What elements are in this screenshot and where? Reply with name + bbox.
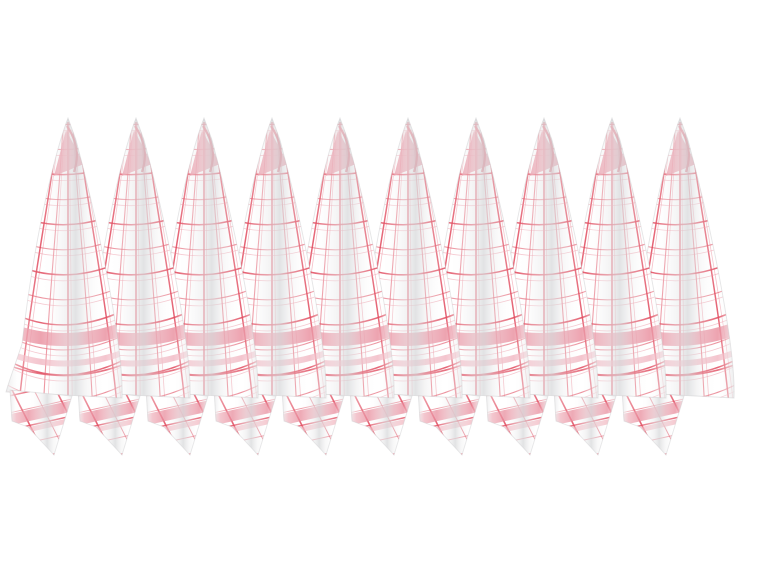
check-pattern — [550, 118, 667, 398]
towel-fold-flap — [78, 390, 140, 455]
check-pattern — [142, 118, 259, 398]
tip-marking — [54, 125, 84, 176]
tip-marking — [530, 125, 560, 176]
check-pattern — [346, 118, 463, 398]
tip-marking — [598, 125, 628, 176]
towel-body — [210, 118, 327, 398]
towel-fold-flap — [282, 390, 344, 455]
towel-body — [278, 118, 395, 398]
check-pattern — [74, 118, 191, 398]
towel-body — [346, 118, 463, 398]
accent-band — [618, 314, 735, 377]
check-pattern — [6, 118, 123, 398]
towel-body — [6, 118, 123, 398]
towel-fold-flap — [146, 390, 208, 455]
accent-band — [550, 314, 667, 377]
towel-fold-flap — [486, 390, 548, 455]
accent-band — [278, 314, 395, 377]
tip-marking — [462, 125, 492, 176]
accent-band — [6, 314, 123, 377]
towel-body — [482, 118, 599, 398]
accent-band — [142, 314, 259, 377]
towel-fold-flap — [622, 390, 684, 455]
tip-marking — [122, 125, 152, 176]
check-pattern — [482, 118, 599, 398]
towel-body — [618, 118, 735, 398]
tip-marking — [190, 125, 220, 176]
towel-fold-flap — [554, 390, 616, 455]
towel-fold-flap — [214, 390, 276, 455]
tip-marking — [666, 125, 696, 176]
towel-fold-flap — [418, 390, 480, 455]
towel-body — [550, 118, 667, 398]
towel-fold-flap — [350, 390, 412, 455]
check-pattern — [618, 118, 735, 398]
tip-marking — [394, 125, 424, 176]
accent-band — [210, 314, 327, 377]
tip-marking — [258, 125, 288, 176]
check-pattern — [210, 118, 327, 398]
towel-body — [414, 118, 531, 398]
accent-band — [414, 314, 531, 377]
towel-fold-flap — [10, 390, 72, 455]
accent-band — [346, 314, 463, 377]
check-pattern — [414, 118, 531, 398]
accent-band — [74, 314, 191, 377]
check-pattern — [278, 118, 395, 398]
towel-body — [142, 118, 259, 398]
tip-marking — [326, 125, 356, 176]
accent-band — [482, 314, 599, 377]
towel-body — [74, 118, 191, 398]
